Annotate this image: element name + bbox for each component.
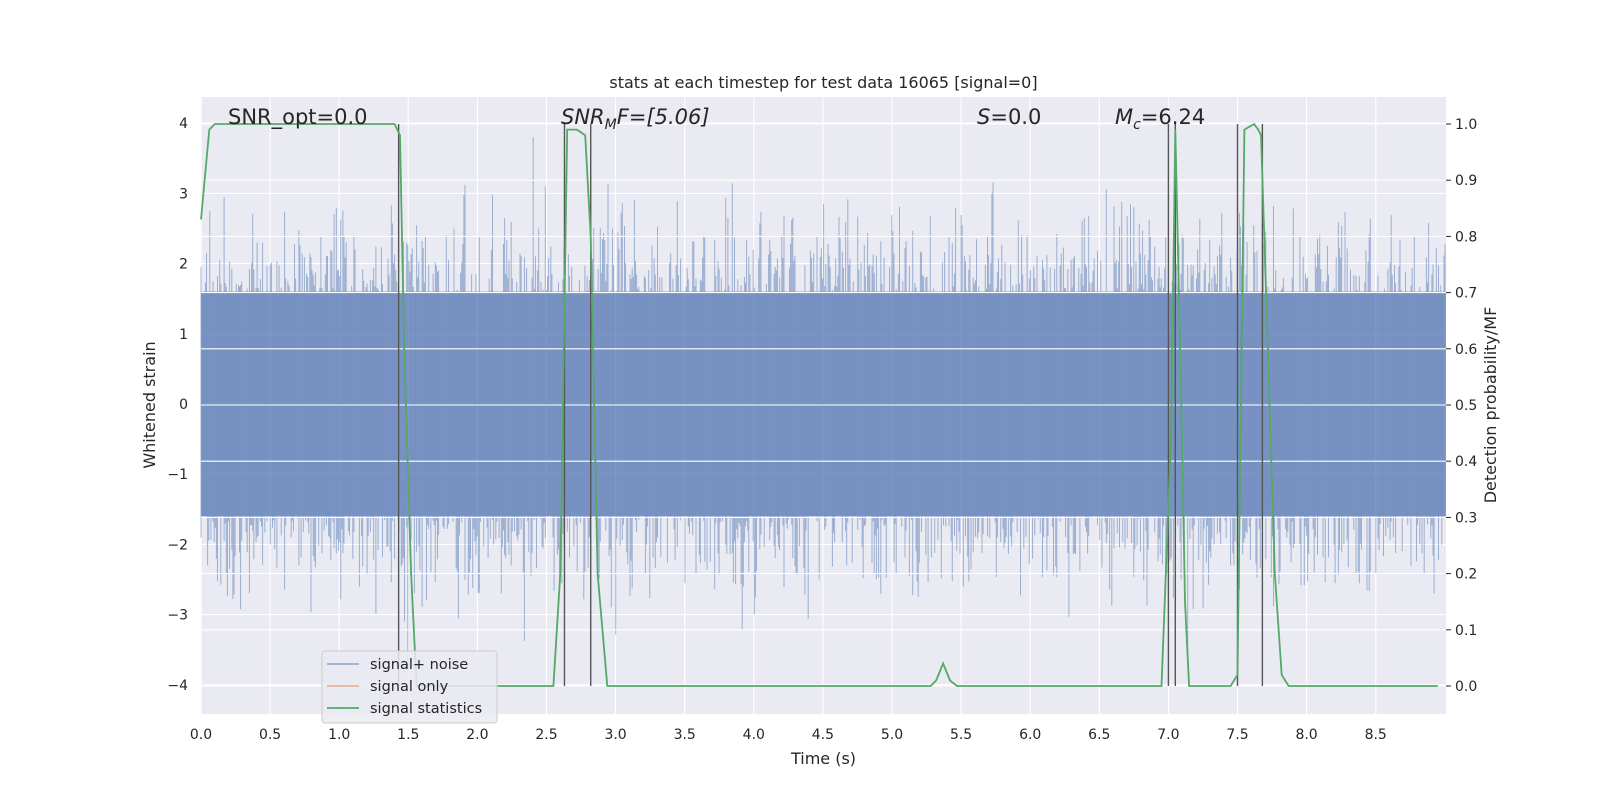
y-left-tick-label: −4 xyxy=(167,678,188,694)
y-left-tick-label: −1 xyxy=(167,467,188,483)
y-right-tick-label: 0.1 xyxy=(1455,623,1477,639)
y-left-tick-label: 0 xyxy=(179,397,188,413)
annotation-snr-opt: SNR_opt=0.0 xyxy=(228,105,368,130)
y-axis-label-right: Detection probability/MF xyxy=(1481,307,1500,504)
x-tick-label: 2.5 xyxy=(535,727,557,743)
annotation-mc: Mc=6.24 xyxy=(1115,105,1205,133)
x-tick-label: 5.0 xyxy=(881,727,903,743)
y-right-tick-label: 1.0 xyxy=(1455,117,1477,133)
legend-box xyxy=(321,650,498,724)
x-tick-label: 6.5 xyxy=(1088,727,1110,743)
x-tick-labels: 0.0 0.5 1.0 1.5 2.0 2.5 3.0 3.5 4.0 4.5 5.0 5.5 6.0 6… xyxy=(190,727,1387,743)
y-right-tick-labels: 0.0 0.1 0.2 0.3 0.4 0.5 0.6 0.7 0.8 0.9 1.0 xyxy=(1446,117,1477,695)
x-tick-label: 2.0 xyxy=(466,727,488,743)
signal-statistics-line xyxy=(200,122,1438,687)
x-tick-label: 3.5 xyxy=(674,727,696,743)
x-tick-label: 8.5 xyxy=(1365,727,1387,743)
y-right-tick-label: 0.5 xyxy=(1455,398,1477,414)
y-right-tick-label: 0.2 xyxy=(1455,567,1477,583)
y-axis-label-left: Whitened strain xyxy=(140,341,159,468)
y-right-tick-label: 0.9 xyxy=(1455,173,1477,189)
x-tick-label: 0.5 xyxy=(259,727,281,743)
x-tick-label: 4.5 xyxy=(812,727,834,743)
legend: signal+ noise signal only signal statist… xyxy=(321,650,498,724)
y-left-tick-labels: −4 −3 −2 −1 0 1 2 3 4 xyxy=(167,116,188,694)
x-tick-label: 1.0 xyxy=(328,727,350,743)
legend-label-signal-statistics: signal statistics xyxy=(370,701,482,717)
y-left-tick-label: −2 xyxy=(167,537,188,553)
x-tick-label: 4.0 xyxy=(743,727,765,743)
x-tick-label: 8.0 xyxy=(1295,727,1317,743)
y-right-tick-label: 0.7 xyxy=(1455,286,1477,302)
x-tick-label: 1.5 xyxy=(397,727,419,743)
chart-title: stats at each timestep for test data 160… xyxy=(609,73,1037,92)
y-right-tick-label: 0.3 xyxy=(1455,510,1477,526)
y-right-tick-label: 0.8 xyxy=(1455,229,1477,245)
x-tick-label: 6.0 xyxy=(1019,727,1041,743)
y-left-tick-label: 4 xyxy=(179,116,188,132)
y-right-tick-label: 0.6 xyxy=(1455,342,1477,358)
x-tick-label: 3.0 xyxy=(604,727,626,743)
vertical-markers xyxy=(397,124,1264,686)
x-axis-label: Time (s) xyxy=(790,749,856,768)
y-right-tick-label: 0.4 xyxy=(1455,454,1477,470)
x-tick-label: 0.0 xyxy=(190,727,212,743)
x-tick-label: 7.5 xyxy=(1226,727,1248,743)
y-left-tick-label: −3 xyxy=(167,608,188,624)
x-tick-label: 5.5 xyxy=(950,727,972,743)
legend-label-signal-noise: signal+ noise xyxy=(370,657,468,673)
annotation-snr-mf: SNRMF=[5.06] xyxy=(561,105,710,133)
annotation-s: S=0.0 xyxy=(977,105,1041,129)
legend-label-signal-only: signal only xyxy=(370,679,449,695)
y-right-tick-label: 0.0 xyxy=(1455,679,1477,695)
y-left-tick-label: 3 xyxy=(179,186,188,202)
y-left-tick-label: 2 xyxy=(179,257,188,273)
x-tick-label: 7.0 xyxy=(1157,727,1179,743)
y-left-tick-label: 1 xyxy=(179,327,188,343)
